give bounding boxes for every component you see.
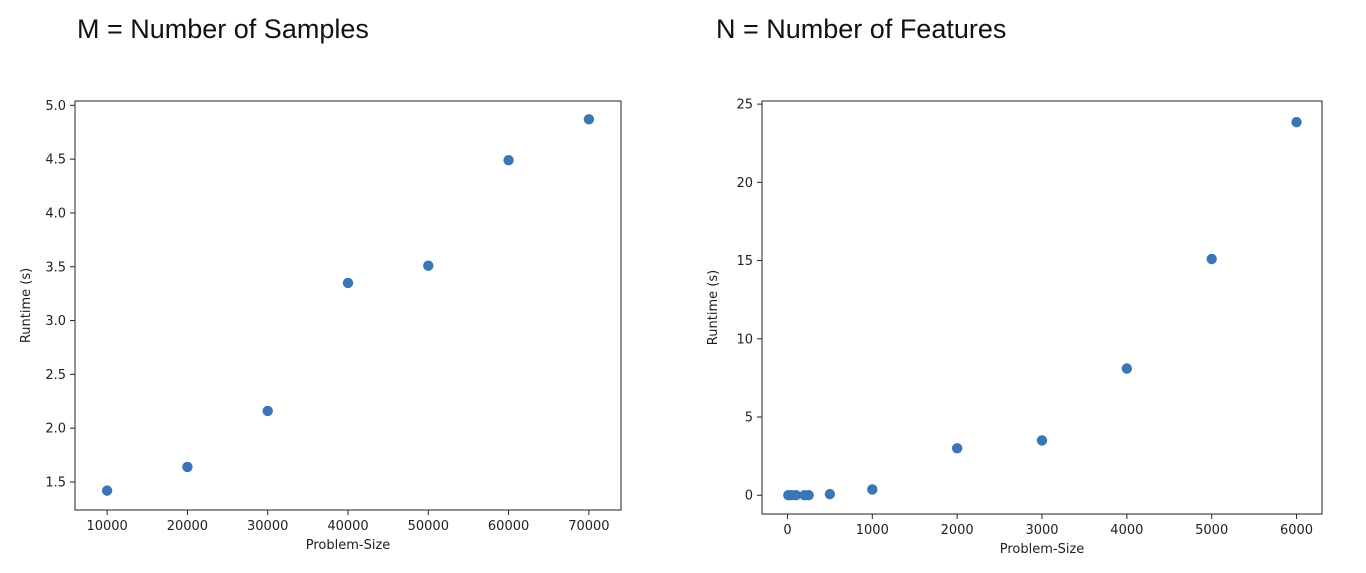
right-data-point — [867, 484, 878, 495]
right-y-axis-label: Runtime (s) — [706, 270, 721, 345]
right-data-point — [790, 490, 802, 501]
left-y-tick-label: 4.5 — [45, 153, 66, 168]
left-y-tick-label: 4.0 — [45, 206, 66, 221]
right-y-tick-label: 5 — [745, 411, 753, 426]
right-x-tick-label: 1000 — [856, 523, 889, 538]
right-x-tick-label: 2000 — [941, 523, 974, 538]
right-y-tick-label: 15 — [736, 254, 753, 269]
right-data-point — [803, 490, 814, 501]
left-x-axis-label: Problem-Size — [306, 538, 391, 553]
right-x-tick-label: 3000 — [1025, 523, 1058, 538]
right-chart: 0 1000 2000 3000 4000 5000 6000 0 5 10 15 20 25 Probl… — [706, 98, 1323, 557]
left-data-point — [182, 461, 193, 473]
left-y-axis-label: Runtime (s) — [19, 268, 34, 343]
right-data-point — [824, 488, 836, 500]
left-y-tick-label: 2.0 — [45, 422, 66, 437]
right-x-tick-label: 0 — [783, 523, 791, 538]
left-y-tick-label: 2.5 — [45, 368, 66, 383]
left-y-tick-label: 3.5 — [45, 260, 66, 275]
right-data-point — [1121, 363, 1133, 374]
left-data-point — [583, 114, 595, 125]
right-x-tick-label: 6000 — [1280, 523, 1313, 538]
left-y-tick-label: 1.5 — [45, 476, 66, 491]
right-panel-heading: N = Number of Features — [716, 14, 1007, 44]
left-x-tick-label: 30000 — [247, 519, 288, 534]
left-x-tick-label: 70000 — [568, 519, 609, 534]
right-y-tick-label: 0 — [745, 489, 753, 504]
right-data-point — [1036, 435, 1048, 446]
left-x-tick-label: 60000 — [488, 519, 529, 534]
left-data-point — [503, 154, 514, 166]
right-x-tick-label: 4000 — [1110, 523, 1143, 538]
right-plot-frame — [761, 100, 1323, 515]
left-panel-heading: M = Number of Samples — [77, 14, 369, 44]
left-x-tick-label: 50000 — [408, 519, 449, 534]
left-data-point — [342, 277, 354, 289]
right-x-axis-label: Problem-Size — [1000, 542, 1085, 557]
left-plot-frame — [74, 100, 622, 511]
left-y-tick-label: 3.0 — [45, 314, 66, 329]
right-x-tick-label: 5000 — [1195, 523, 1228, 538]
left-data-point — [423, 260, 434, 271]
right-y-tick-label: 10 — [736, 332, 753, 347]
right-y-tick-label: 25 — [736, 98, 753, 113]
left-x-tick-label: 40000 — [327, 519, 368, 534]
left-x-tick-label: 20000 — [167, 519, 208, 534]
right-data-point — [951, 443, 963, 454]
left-chart: 10000 20000 30000 40000 50000 60000 70000 1.5 2.… — [19, 99, 622, 553]
right-y-tick-label: 20 — [736, 176, 753, 191]
left-x-tick-label: 10000 — [86, 519, 127, 534]
right-data-point — [1206, 253, 1217, 265]
left-data-point — [101, 485, 113, 496]
right-data-point — [1291, 116, 1302, 128]
left-y-tick-label: 5.0 — [45, 99, 66, 114]
left-data-point — [262, 405, 273, 417]
